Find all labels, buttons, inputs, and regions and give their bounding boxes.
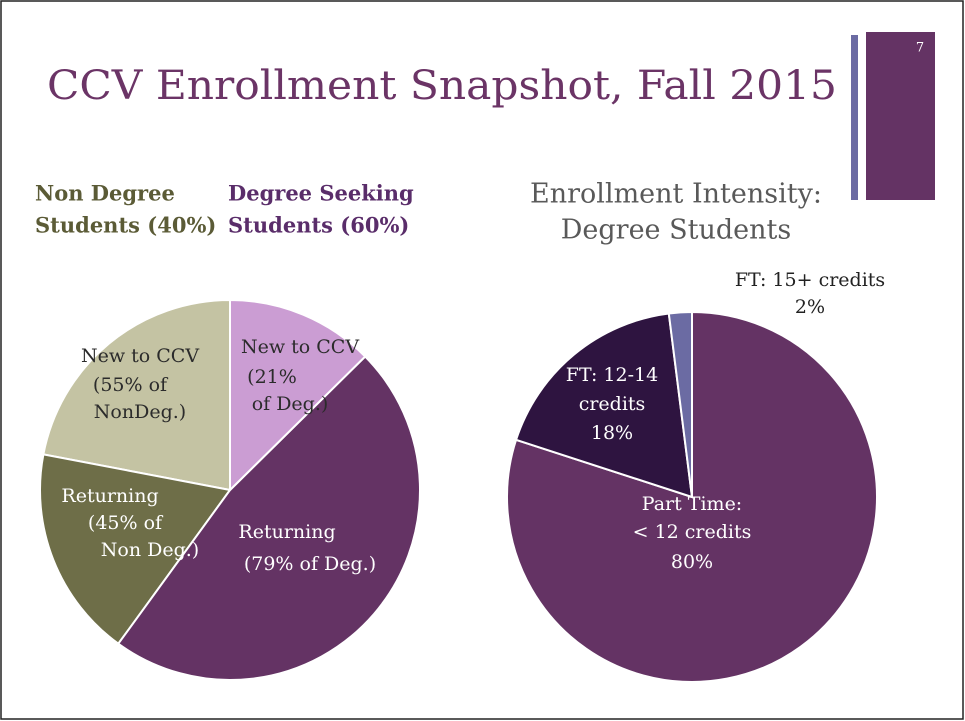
slice-label: Returning: [238, 521, 335, 543]
slice-label: Returning: [61, 485, 158, 507]
slice-label: (55% of: [93, 374, 169, 396]
group-header: Students (60%): [228, 213, 409, 238]
accent-bar: [851, 35, 858, 200]
page-number-box: [866, 32, 935, 200]
pie-slice: [667, 310, 693, 498]
slide-title: CCV Enrollment Snapshot, Fall 2015: [47, 63, 837, 109]
pie-slice: [42, 298, 231, 492]
pie-slice: [39, 453, 232, 646]
value-label: 18%: [591, 422, 633, 444]
slice-label: Non Deg.): [101, 539, 199, 561]
pie-slice: [514, 312, 694, 499]
slice-label: < 12 credits: [633, 521, 752, 543]
group-header: Students (40%): [35, 213, 216, 238]
slice-label: (21%: [247, 366, 297, 388]
slice-label: (45% of: [88, 512, 164, 534]
slice-label: FT: 15+ credits: [735, 269, 885, 291]
group-header: Non Degree: [35, 181, 175, 206]
page-number: 7: [916, 41, 924, 56]
slice-label: FT: 12-14: [566, 364, 658, 386]
slice-label: New to CCV: [241, 336, 359, 358]
group-header: Degree Seeking: [228, 181, 414, 206]
value-label: 2%: [795, 296, 825, 318]
chart-title: Enrollment Intensity:: [530, 179, 822, 210]
chart-title: Degree Students: [561, 215, 791, 246]
pie-slice: [116, 355, 421, 681]
value-label: 80%: [671, 551, 713, 573]
slice-label: Part Time:: [642, 493, 742, 515]
slice-label: New to CCV: [81, 345, 199, 367]
slice-label: credits: [579, 393, 646, 415]
slice-label: (79% of Deg.): [244, 553, 376, 575]
slice-label: of Deg.): [252, 393, 329, 415]
slice-label: NonDeg.): [94, 401, 186, 423]
pie-slice: [229, 298, 367, 493]
